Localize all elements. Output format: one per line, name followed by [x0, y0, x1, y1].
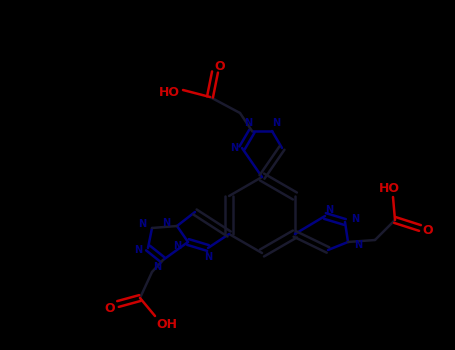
- Text: HO: HO: [158, 85, 180, 98]
- Text: O: O: [215, 60, 225, 72]
- Text: N: N: [134, 245, 142, 255]
- Text: OH: OH: [157, 317, 177, 330]
- Text: N: N: [153, 262, 161, 272]
- Text: O: O: [105, 302, 115, 315]
- Text: N: N: [272, 118, 280, 128]
- Text: N: N: [204, 252, 212, 262]
- Text: O: O: [423, 224, 433, 237]
- Text: N: N: [325, 205, 333, 215]
- Text: N: N: [244, 118, 252, 128]
- Text: N: N: [230, 143, 238, 153]
- Text: N: N: [173, 241, 181, 251]
- Text: N: N: [138, 219, 146, 229]
- Text: HO: HO: [379, 182, 399, 196]
- Text: N: N: [351, 214, 359, 224]
- Text: N: N: [162, 218, 170, 228]
- Text: N: N: [354, 240, 362, 250]
